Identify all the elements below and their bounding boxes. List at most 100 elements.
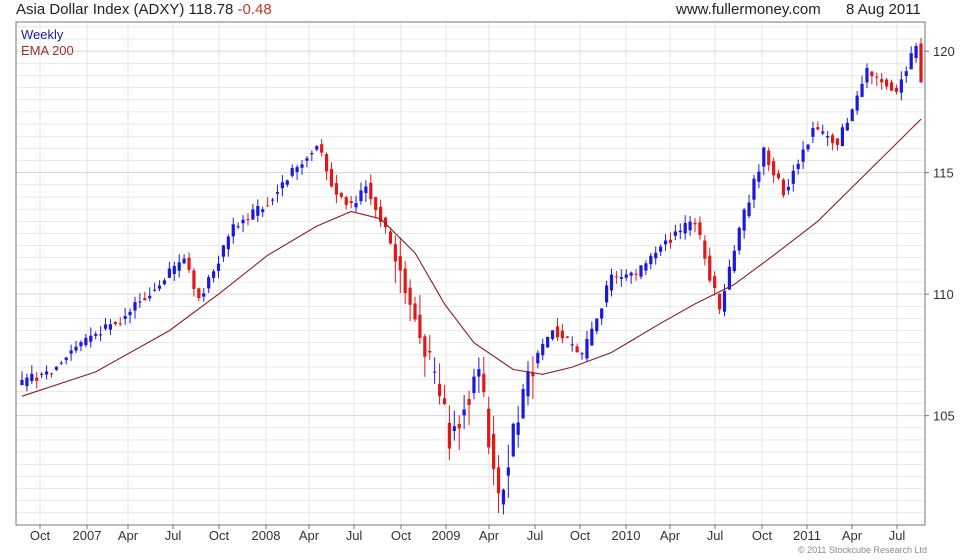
- candle-body: [359, 190, 363, 202]
- candle-body: [600, 308, 604, 319]
- candle: [821, 124, 825, 136]
- candle: [639, 265, 643, 280]
- candle-body: [727, 266, 732, 290]
- candle-body: [796, 163, 800, 169]
- candle-body: [285, 180, 289, 185]
- candle: [683, 215, 687, 240]
- candle: [167, 261, 171, 278]
- candle: [69, 344, 73, 361]
- candle-body: [118, 323, 122, 325]
- candle: [64, 356, 68, 365]
- candle: [74, 340, 78, 353]
- candle-body: [44, 371, 49, 375]
- candle-body: [408, 287, 412, 305]
- candle-body: [737, 227, 741, 251]
- candle: [536, 350, 540, 369]
- candle-body: [649, 255, 653, 265]
- candle-body: [904, 71, 908, 76]
- candle: [850, 108, 854, 122]
- candle: [221, 244, 226, 262]
- candle-body: [374, 197, 378, 211]
- candle-body: [654, 252, 658, 259]
- candle: [624, 269, 628, 281]
- candle: [575, 343, 579, 353]
- candle: [644, 260, 648, 276]
- candle: [860, 75, 864, 98]
- candle: [40, 371, 44, 378]
- candle: [619, 269, 623, 287]
- candle: [600, 308, 604, 325]
- y-tick-label: 115: [933, 166, 954, 181]
- candle: [673, 224, 677, 241]
- candle: [492, 416, 496, 486]
- candle-body: [256, 206, 260, 216]
- candle: [280, 175, 284, 197]
- candle-body: [772, 160, 776, 176]
- candle: [590, 321, 594, 346]
- candle-body: [54, 366, 58, 370]
- candle: [428, 335, 432, 361]
- candle: [20, 371, 24, 386]
- candle-body: [177, 262, 181, 271]
- candle: [801, 141, 805, 170]
- candle-body: [747, 202, 751, 217]
- candle-body: [344, 197, 348, 205]
- candle-body: [604, 285, 609, 303]
- candle-body: [339, 193, 343, 197]
- candle-body: [246, 218, 250, 220]
- candle: [408, 279, 412, 322]
- candle-body: [398, 256, 402, 271]
- y-tick-label: 105: [933, 409, 955, 424]
- candle-body: [688, 221, 692, 231]
- candle: [108, 319, 113, 336]
- candle: [398, 237, 402, 294]
- x-tick-label: Jul: [889, 528, 906, 543]
- ema-200-line: [21, 118, 922, 397]
- weekly-candles: [20, 38, 923, 515]
- candle: [806, 144, 810, 152]
- candle-body: [791, 170, 795, 184]
- candle-body: [609, 274, 614, 291]
- candle: [447, 405, 451, 461]
- candle: [791, 164, 795, 192]
- candle-body: [364, 186, 368, 194]
- candle: [157, 280, 162, 292]
- x-tick-label: Jul: [346, 528, 363, 543]
- candle: [752, 174, 756, 209]
- candle: [462, 394, 466, 429]
- candle: [285, 179, 289, 188]
- candle: [550, 330, 555, 341]
- candle-body: [305, 158, 309, 161]
- candle-body: [580, 353, 584, 355]
- candle-body: [221, 245, 226, 257]
- x-tick-label: Oct: [209, 528, 230, 543]
- candle-body: [35, 377, 39, 381]
- x-tick-label: 2011: [793, 528, 821, 543]
- candle-body: [531, 372, 535, 377]
- candle-body: [482, 373, 486, 393]
- candle: [324, 152, 329, 181]
- candle-body: [668, 239, 673, 243]
- candle: [678, 223, 682, 240]
- candle: [482, 356, 486, 398]
- candle-body: [821, 131, 825, 134]
- candle: [54, 366, 58, 372]
- candle: [59, 360, 63, 366]
- candle: [776, 169, 781, 180]
- candle: [501, 488, 506, 515]
- candle-body: [487, 408, 491, 448]
- candle-body: [619, 277, 623, 279]
- candle: [649, 252, 653, 270]
- candle-body: [128, 311, 132, 316]
- candle: [811, 121, 815, 144]
- candle: [359, 182, 363, 205]
- candle: [870, 70, 874, 85]
- candle-body: [550, 330, 555, 340]
- candle-body: [275, 192, 280, 194]
- candle-body: [801, 149, 805, 162]
- x-tick-label: Apr: [660, 528, 681, 543]
- candle: [138, 293, 142, 308]
- candle-body: [698, 222, 702, 236]
- candle: [919, 38, 923, 83]
